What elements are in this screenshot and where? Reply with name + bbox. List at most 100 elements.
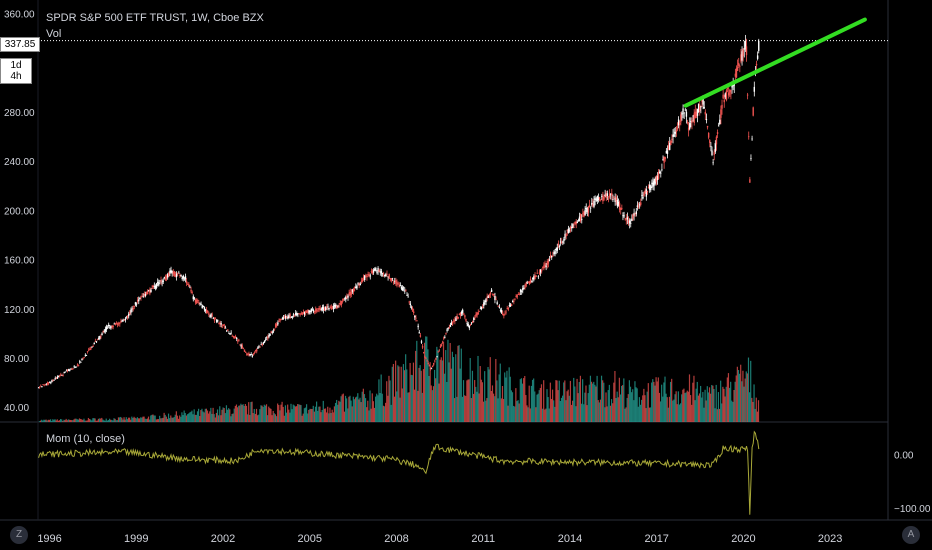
volume-bar xyxy=(253,408,255,422)
price-candle xyxy=(278,320,280,322)
volume-bar xyxy=(219,406,221,422)
volume-bar xyxy=(54,419,56,422)
volume-bar xyxy=(70,419,72,422)
price-candle xyxy=(417,325,419,328)
price-candle xyxy=(368,274,370,276)
volume-bar xyxy=(578,382,580,422)
volume-bar xyxy=(387,395,389,422)
volume-bar xyxy=(710,393,712,422)
price-candle xyxy=(97,338,100,339)
price-candle xyxy=(192,296,194,300)
price-candle xyxy=(439,346,442,348)
volume-bar xyxy=(444,373,446,422)
volume-bar xyxy=(598,402,600,422)
price-candle xyxy=(437,351,439,353)
volume-bar xyxy=(540,384,543,422)
price-candle xyxy=(37,387,40,389)
volume-bar xyxy=(707,392,710,422)
price-candle xyxy=(228,333,230,334)
volume-bar xyxy=(358,399,360,422)
volume-bar xyxy=(125,417,127,422)
price-candle xyxy=(378,270,380,272)
volume-bar xyxy=(379,393,381,422)
volume-bar xyxy=(423,342,426,422)
volume-bar xyxy=(653,381,655,422)
price-candle xyxy=(96,339,99,341)
volume-bar xyxy=(141,417,143,422)
volume-bar xyxy=(635,387,637,422)
volume-bar xyxy=(520,378,523,422)
price-candle xyxy=(447,327,449,329)
volume-bar xyxy=(46,420,48,422)
price-candle xyxy=(474,317,476,319)
price-candle xyxy=(466,323,468,325)
volume-bar xyxy=(455,354,457,422)
price-candle xyxy=(624,218,626,220)
price-candle xyxy=(478,310,481,312)
volume-bar xyxy=(582,379,584,422)
volume-bar xyxy=(751,397,753,422)
price-candle xyxy=(135,303,138,305)
price-candle xyxy=(549,255,552,258)
price-candle xyxy=(566,229,568,232)
price-candle xyxy=(136,300,139,302)
price-candle xyxy=(470,322,473,324)
volume-bar xyxy=(738,373,741,422)
price-candle xyxy=(421,346,424,348)
price-candle xyxy=(686,122,689,124)
price-candle xyxy=(492,294,494,296)
volume-bar xyxy=(437,349,439,422)
volume-bar xyxy=(241,404,243,422)
volume-bar xyxy=(403,370,406,422)
volume-bar xyxy=(517,400,519,422)
price-candle xyxy=(520,291,523,292)
volume-bar xyxy=(162,417,164,422)
price-tick-label: 40.00 xyxy=(4,403,29,414)
volume-bar xyxy=(278,405,280,422)
price-candle xyxy=(480,306,483,310)
price-candle xyxy=(99,335,101,339)
volume-bar xyxy=(133,416,135,422)
price-candle xyxy=(327,306,329,308)
price-candle xyxy=(83,357,85,359)
volume-bar xyxy=(744,378,746,422)
price-candle xyxy=(534,275,536,280)
price-candle xyxy=(185,281,188,284)
price-candle xyxy=(705,118,708,121)
volume-bar xyxy=(136,417,138,422)
price-candle xyxy=(434,360,436,362)
momentum-tick-label: 0.00 xyxy=(894,451,914,462)
price-candle xyxy=(372,269,375,273)
price-candle xyxy=(201,304,203,309)
price-candle xyxy=(518,294,521,296)
volume-bar xyxy=(123,417,125,422)
price-candle xyxy=(702,96,704,105)
price-candle xyxy=(555,248,557,251)
volume-bar xyxy=(116,420,118,422)
volume-bar xyxy=(251,401,253,422)
volume-bar xyxy=(524,376,526,422)
volume-bar xyxy=(64,420,66,422)
volume-bar xyxy=(623,378,625,422)
price-candle xyxy=(414,316,416,318)
volume-bar xyxy=(143,416,145,422)
volume-bar xyxy=(311,408,313,422)
volume-bar xyxy=(165,416,167,422)
volume-bar xyxy=(245,405,248,422)
volume-bar xyxy=(342,393,344,422)
auto-scale-button[interactable]: A xyxy=(902,526,920,544)
volume-bar xyxy=(714,408,716,422)
price-candle xyxy=(187,284,189,285)
volume-bar xyxy=(440,357,442,422)
price-candle xyxy=(463,313,465,315)
volume-bar xyxy=(544,409,546,422)
volume-bar xyxy=(525,395,527,422)
volume-bar xyxy=(304,407,307,422)
price-candle xyxy=(339,302,341,304)
price-candle xyxy=(115,323,118,325)
volume-bar xyxy=(513,405,515,422)
price-candle xyxy=(291,316,294,318)
price-candle xyxy=(715,136,718,145)
timezone-button[interactable]: Z xyxy=(10,526,28,544)
